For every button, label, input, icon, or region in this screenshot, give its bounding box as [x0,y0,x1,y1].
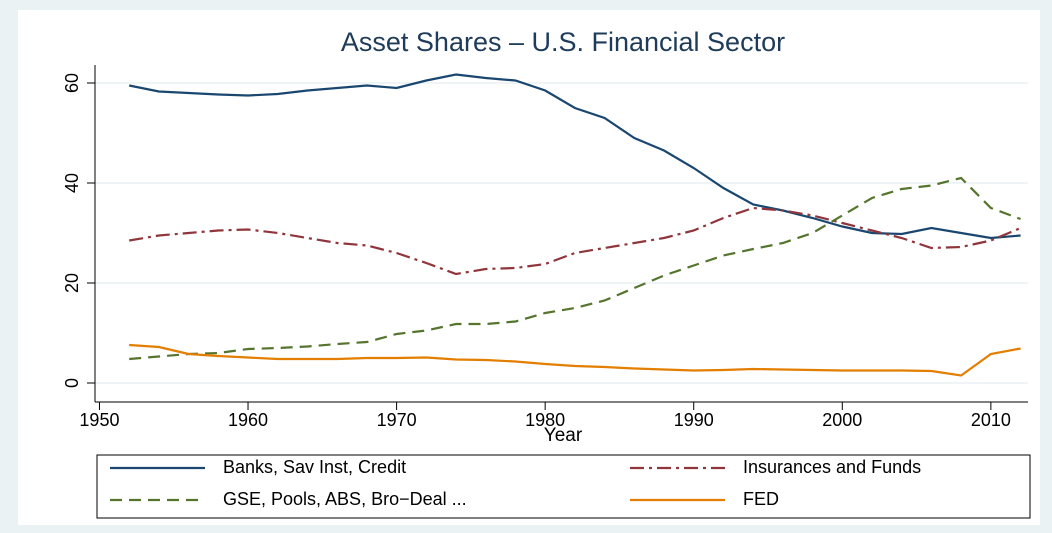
legend-label: Insurances and Funds [743,457,921,477]
x-tick-label: 1990 [674,410,714,430]
x-tick-label: 2010 [971,410,1011,430]
legend [96,454,1031,519]
x-tick-label: 1970 [377,410,417,430]
legend-label: GSE, Pools, ABS, Bro−Deal ... [223,489,467,509]
x-tick-label: 1980 [525,410,565,430]
series-line [129,176,1021,361]
x-tick-label: 1950 [79,410,119,430]
x-axis-title: Year [544,425,583,446]
series-line [128,73,1021,240]
y-tick-label: 20 [62,273,82,293]
series-line [129,206,1022,276]
y-tick-label: 40 [62,173,82,193]
x-tick-label: 2000 [822,410,862,430]
y-tick-label: 60 [62,73,82,93]
graph-region [18,10,1040,525]
legend-label: Banks, Sav Inst, Credit [223,457,406,477]
chart-title: Asset Shares – U.S. Financial Sector [341,27,785,57]
y-tick-label: 0 [62,378,82,388]
series-line [129,343,1021,377]
legend-label: FED [743,489,779,509]
x-tick-label: 1960 [228,410,268,430]
